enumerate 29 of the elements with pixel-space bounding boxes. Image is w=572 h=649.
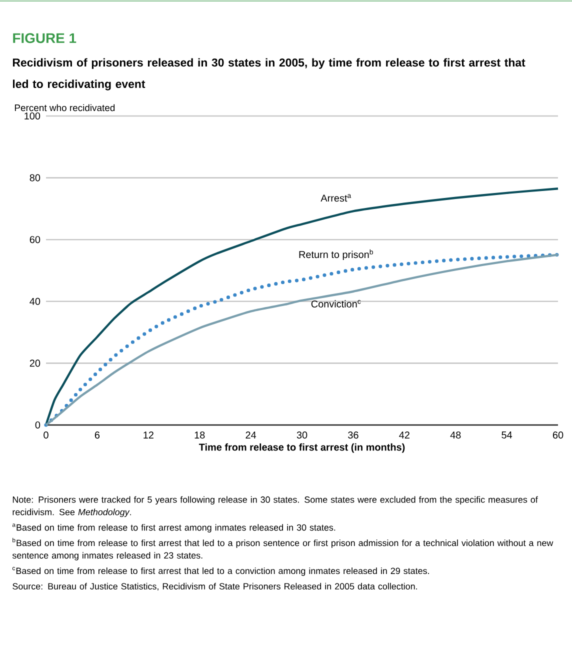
- x-axis-title: Time from release to first arrest (in months): [198, 443, 405, 453]
- text: Note: Prisoners were tracked for 5 years following release in 30 states. Some states were excluded from the specific measures of recidivism. See Methodology.: [12, 496, 538, 518]
- text: $^{a}$Based on time from release to first arrest among inmates released in 30 states.: [12, 524, 336, 532]
- y-tick-label: 0: [35, 421, 40, 429]
- text: $^{b}$Based on time from release to first arrest that led to a prison sentence or first prison admission for a technical violation without a new sentence among inmates released in 23 states.: [12, 538, 554, 560]
- y-tick-label: 60: [30, 236, 40, 244]
- x-tick-label: 36: [348, 432, 358, 439]
- x-tick-label: 42: [399, 432, 410, 438]
- series-label: Arrest$^{a}$: [320, 194, 352, 202]
- x-tick-label: 54: [502, 432, 512, 438]
- x-tick-label: 60: [552, 432, 564, 439]
- x-tick-label: 18: [194, 432, 205, 439]
- series-label: Return to prison$^{b}$: [299, 249, 373, 260]
- x-tick-label: 6: [94, 432, 100, 439]
- y-tick-label: 100: [24, 112, 40, 120]
- x-tick-label: 24: [246, 432, 256, 438]
- x-tick-label: 30: [296, 432, 308, 439]
- x-tick-label: 12: [144, 432, 154, 438]
- y-tick-label: 40: [30, 298, 40, 305]
- y-axis-title: Percent who recidivated: [14, 104, 115, 112]
- chart-subtitle: Recidivism of prisoners released in 30 states in 2005, by time from release to first arrest that led to recidivating event: [12, 58, 526, 90]
- series-label: Conviction$^{c}$: [311, 300, 361, 308]
- y-tick-label: 20: [30, 360, 40, 367]
- y-tick-label: 80: [30, 174, 40, 182]
- x-tick-label: 0: [44, 432, 48, 439]
- x-tick-label: 48: [450, 432, 461, 439]
- source-note: Source: Bureau of Justice Statistics, Recidivism of State Prisoners Released in 2005 data collection.: [12, 582, 417, 591]
- chart-title: FIGURE 1: [13, 33, 76, 44]
- text: $^{c}$Based on time from release to first arrest that led to a conviction among inmates released in 29 states.: [12, 566, 429, 576]
